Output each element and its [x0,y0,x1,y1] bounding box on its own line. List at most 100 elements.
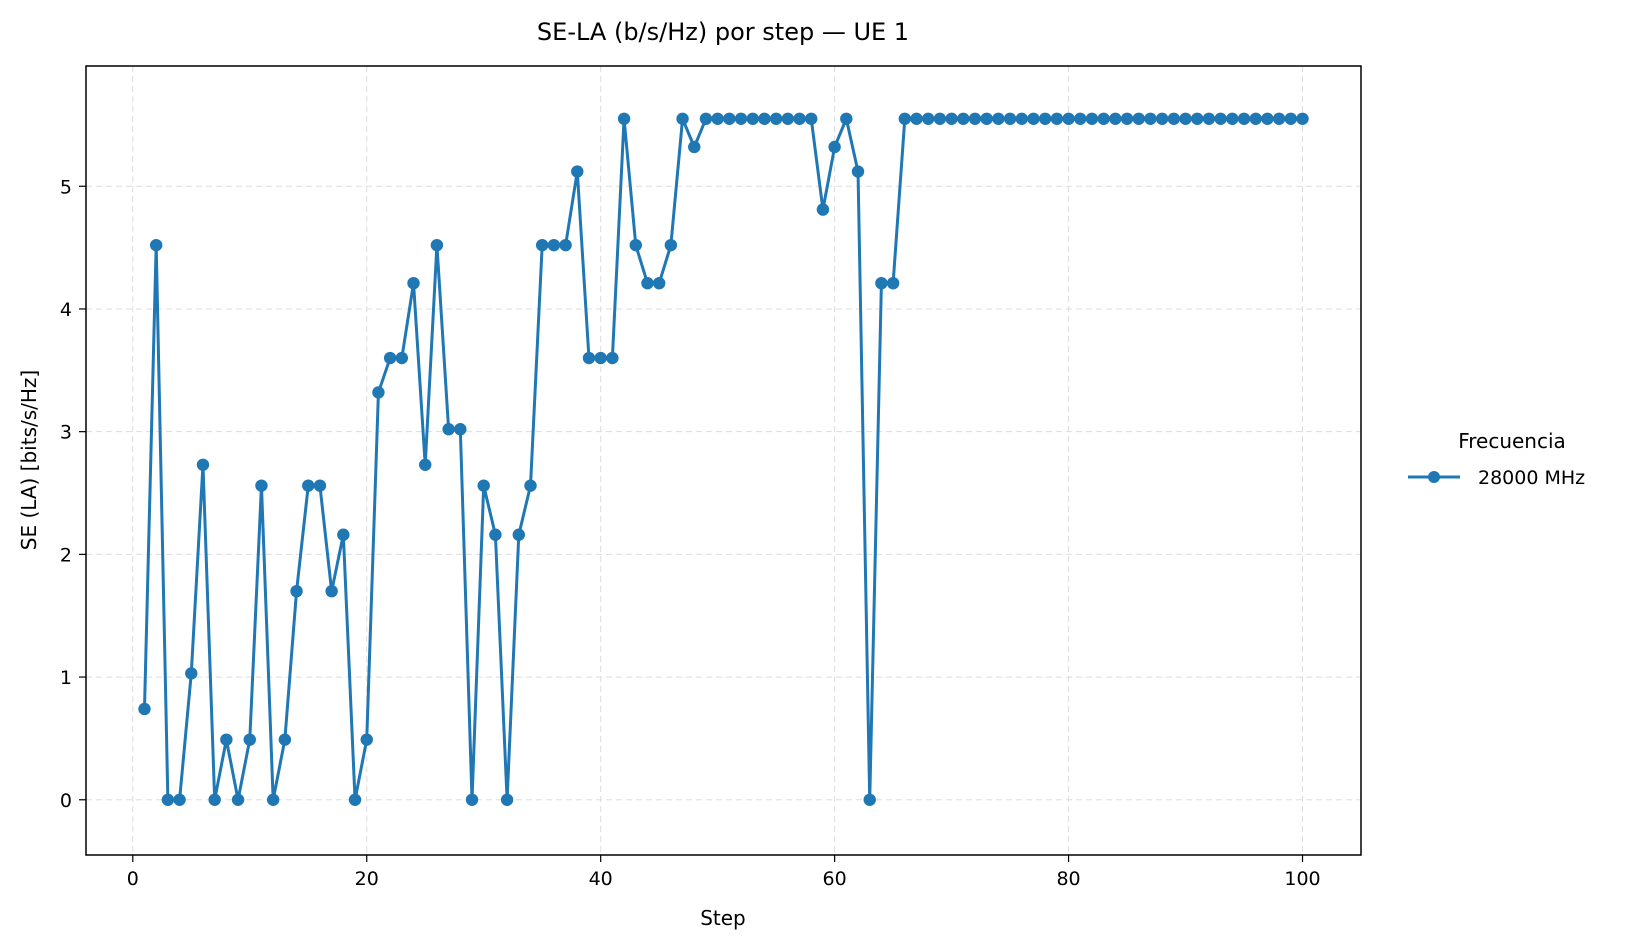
data-point [805,112,818,125]
data-point [898,112,912,125]
data-point [875,276,888,290]
data-point [512,528,525,541]
data-point [910,112,923,125]
data-point [208,793,221,806]
data-point [886,276,900,290]
data-point [196,458,210,471]
data-point [758,112,771,125]
data-point [664,238,678,252]
grid-lines [86,66,1361,855]
legend-title: Frecuencia [1458,429,1566,453]
data-point [348,793,362,806]
data-point [290,584,303,598]
data-point [383,351,397,365]
plot-area-frame [85,65,1362,856]
data-point [243,733,256,746]
y-tick-label: 5 [60,176,72,198]
x-tick-label: 60 [823,868,847,890]
data-point [231,793,245,806]
data-point [968,112,982,125]
data-point [255,479,268,492]
data-point [992,112,1005,125]
data-point [149,238,163,252]
data-point [1109,112,1122,125]
data-point [161,793,175,806]
data-point [828,140,841,154]
data-point [851,165,865,178]
data-point [302,479,315,492]
data-point [559,238,572,252]
data-point [1249,112,1262,125]
data-point [138,702,151,716]
data-point [1261,112,1274,125]
data-point [1296,112,1309,125]
data-point [1132,112,1145,125]
data-point [711,112,724,125]
x-tick-label: 40 [589,868,613,890]
data-point [945,112,958,125]
data-point [863,793,876,806]
data-point [1062,112,1075,125]
y-tick-label: 3 [60,422,72,444]
data-point [1272,112,1286,125]
data-point [1237,112,1251,125]
data-point [1214,112,1227,125]
data-point [1027,112,1040,125]
data-point [1226,112,1239,125]
x-axis: 0 20 40 60 80 100 [127,855,1321,890]
data-point [430,238,444,252]
data-point [337,528,350,541]
y-tick-label: 1 [60,667,72,689]
data-point [535,238,549,252]
data-point [723,112,736,125]
x-tick-label: 0 [127,868,139,890]
data-point [1155,112,1169,125]
data-point [816,203,830,216]
data-point [571,165,584,178]
x-tick-label: 20 [355,868,379,890]
data-point [477,479,490,492]
data-point [1144,112,1157,125]
data-point [980,112,993,125]
data-point [325,584,338,598]
data-point [454,423,467,436]
data-point [688,140,701,154]
data-point [220,733,233,746]
data-point [173,793,186,806]
data-point [629,238,642,252]
data-point [1038,112,1052,125]
data-point [840,112,853,125]
data-point [278,733,292,746]
data-point [1015,112,1028,125]
data-point [547,238,561,252]
data-point [781,112,795,125]
data-point [1284,112,1298,125]
data-point [1191,112,1204,125]
data-point [582,351,596,365]
legend: Frecuencia 28000 MHz [1408,429,1585,489]
data-point [500,793,514,806]
data-point [185,667,198,680]
data-point [266,793,280,806]
data-point [360,733,373,746]
data-point [1120,112,1134,125]
data-point [746,112,759,125]
data-point [313,479,327,492]
x-tick-label: 100 [1284,868,1320,890]
data-point [734,112,748,125]
y-tick-label: 4 [60,299,72,321]
data-point [606,351,619,365]
legend-entry-28000-mhz: 28000 MHz [1478,467,1585,489]
data-point [395,351,409,365]
data-point [419,458,432,471]
data-point [489,528,502,541]
data-point [933,112,947,125]
series-layer [138,112,1309,806]
data-point [1074,112,1087,125]
data-point [442,423,455,436]
data-point [1167,112,1181,125]
data-point [1003,112,1017,125]
data-point [1179,112,1192,125]
